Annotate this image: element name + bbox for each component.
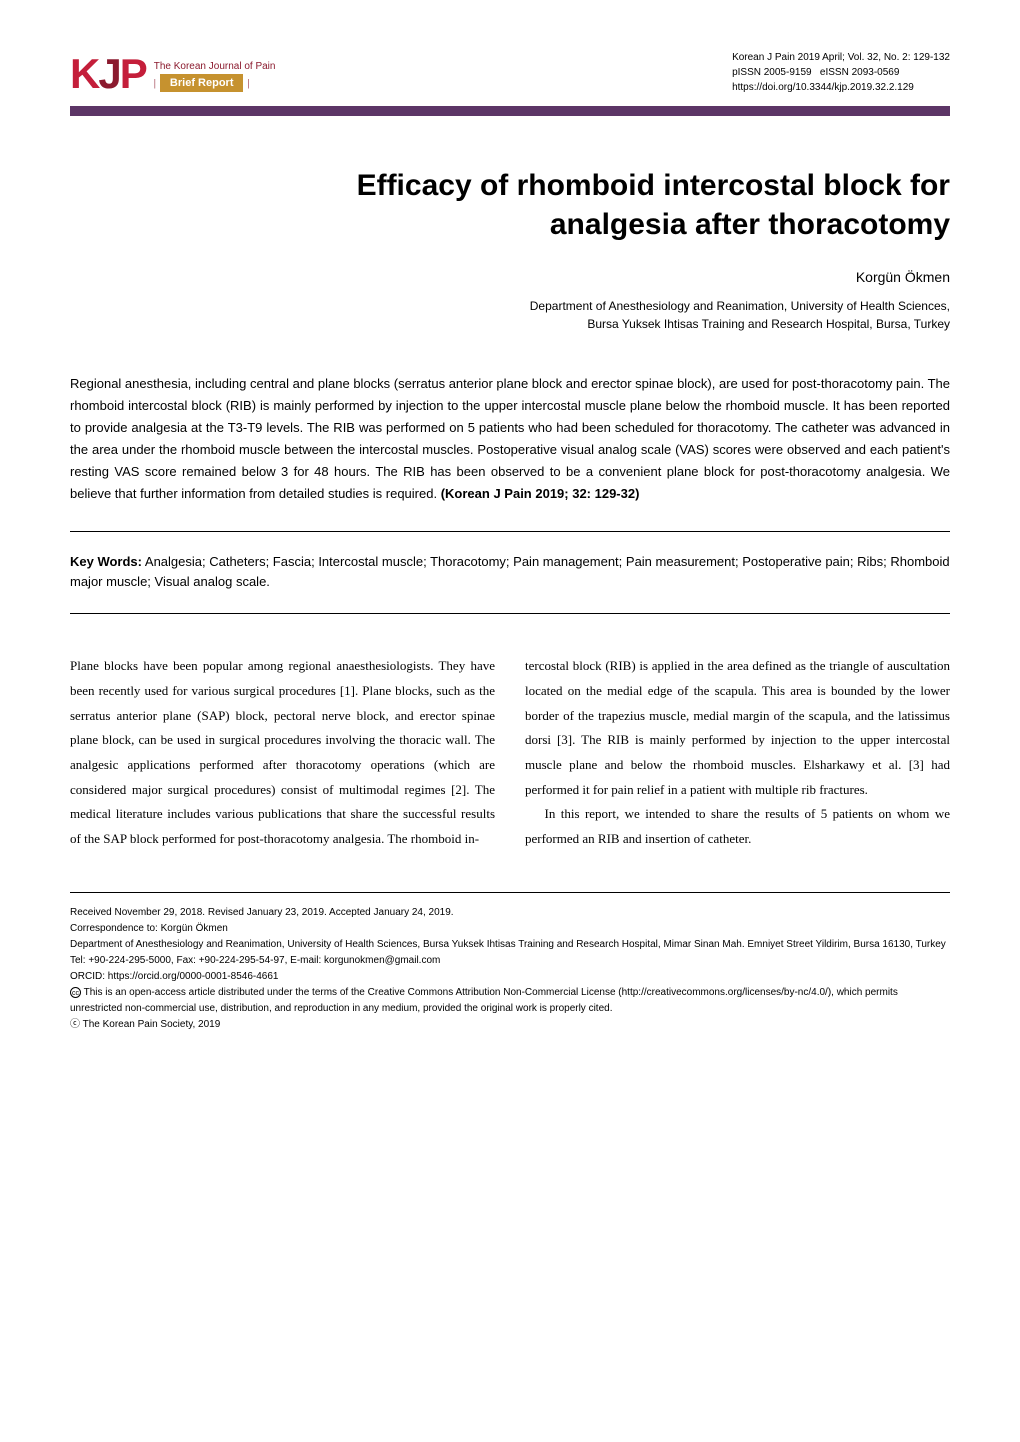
affiliation-line-1: Department of Anesthesiology and Reanima… xyxy=(530,299,950,313)
journal-name: The Korean Journal of Pain xyxy=(154,61,276,72)
brief-report-pipe-left: | xyxy=(154,77,156,89)
cc-icon: cc xyxy=(70,987,81,998)
logo-letter-k: K xyxy=(70,50,98,97)
keywords-text: Analgesia; Catheters; Fascia; Intercosta… xyxy=(70,554,950,590)
article-title: Efficacy of rhomboid intercostal block f… xyxy=(70,166,950,244)
footer-orcid: ORCID: https://orcid.org/0000-0001-8546-… xyxy=(70,969,950,985)
header-bar xyxy=(70,106,950,116)
keywords-section: Key Words: Analgesia; Catheters; Fascia;… xyxy=(70,552,950,594)
body-col1-p1: Plane blocks have been popular among reg… xyxy=(70,654,495,852)
divider-after-keywords xyxy=(70,613,950,614)
header-section: KJP The Korean Journal of Pain | Brief R… xyxy=(70,50,950,116)
abstract-citation: (Korean J Pain 2019; 32: 129-32) xyxy=(441,486,640,501)
meta-info: Korean J Pain 2019 April; Vol. 32, No. 2… xyxy=(732,50,950,95)
footer-copyright: ⓒ The Korean Pain Society, 2019 xyxy=(70,1017,950,1033)
brief-report-pipe-right: | xyxy=(247,77,249,89)
eissn: eISSN 2093-0569 xyxy=(820,67,900,78)
divider-after-abstract xyxy=(70,531,950,532)
logo-letter-j: J xyxy=(98,50,119,97)
journal-info: The Korean Journal of Pain | Brief Repor… xyxy=(154,57,276,92)
column-right: tercostal block (RIB) is applied in the … xyxy=(525,654,950,852)
body-text: Plane blocks have been popular among reg… xyxy=(70,654,950,852)
citation-line: Korean J Pain 2019 April; Vol. 32, No. 2… xyxy=(732,50,950,65)
footer-correspondence: Correspondence to: Korgün Ökmen xyxy=(70,921,950,937)
body-col2-p2: In this report, we intended to share the… xyxy=(525,802,950,851)
column-left: Plane blocks have been popular among reg… xyxy=(70,654,495,852)
affiliation: Department of Anesthesiology and Reanima… xyxy=(70,297,950,333)
author-name: Korgün Ökmen xyxy=(70,269,950,285)
title-line-2: analgesia after thoracotomy xyxy=(550,208,950,241)
body-col2-p1: tercostal block (RIB) is applied in the … xyxy=(525,654,950,802)
footer-address: Department of Anesthesiology and Reanima… xyxy=(70,937,950,953)
abstract-text: Regional anesthesia, including central a… xyxy=(70,376,950,501)
logo-area: KJP The Korean Journal of Pain | Brief R… xyxy=(70,50,950,98)
doi-link: https://doi.org/10.3344/kjp.2019.32.2.12… xyxy=(732,80,950,95)
abstract: Regional anesthesia, including central a… xyxy=(70,373,950,506)
footer-section: Received November 29, 2018. Revised Janu… xyxy=(70,892,950,1033)
brief-report-label: Brief Report xyxy=(160,74,244,92)
title-line-1: Efficacy of rhomboid intercostal block f… xyxy=(357,169,950,202)
footer-license: This is an open-access article distribut… xyxy=(70,987,898,1014)
pissn: pISSN 2005-9159 xyxy=(732,67,812,78)
kjp-logo: KJP The Korean Journal of Pain | Brief R… xyxy=(70,50,275,98)
footer-contact: Tel: +90-224-295-5000, Fax: +90-224-295-… xyxy=(70,953,950,969)
title-section: Efficacy of rhomboid intercostal block f… xyxy=(70,166,950,244)
logo-letter-p: P xyxy=(120,50,146,97)
footer-received: Received November 29, 2018. Revised Janu… xyxy=(70,905,950,921)
affiliation-line-2: Bursa Yuksek Ihtisas Training and Resear… xyxy=(587,317,950,331)
keywords-label: Key Words: xyxy=(70,554,142,569)
